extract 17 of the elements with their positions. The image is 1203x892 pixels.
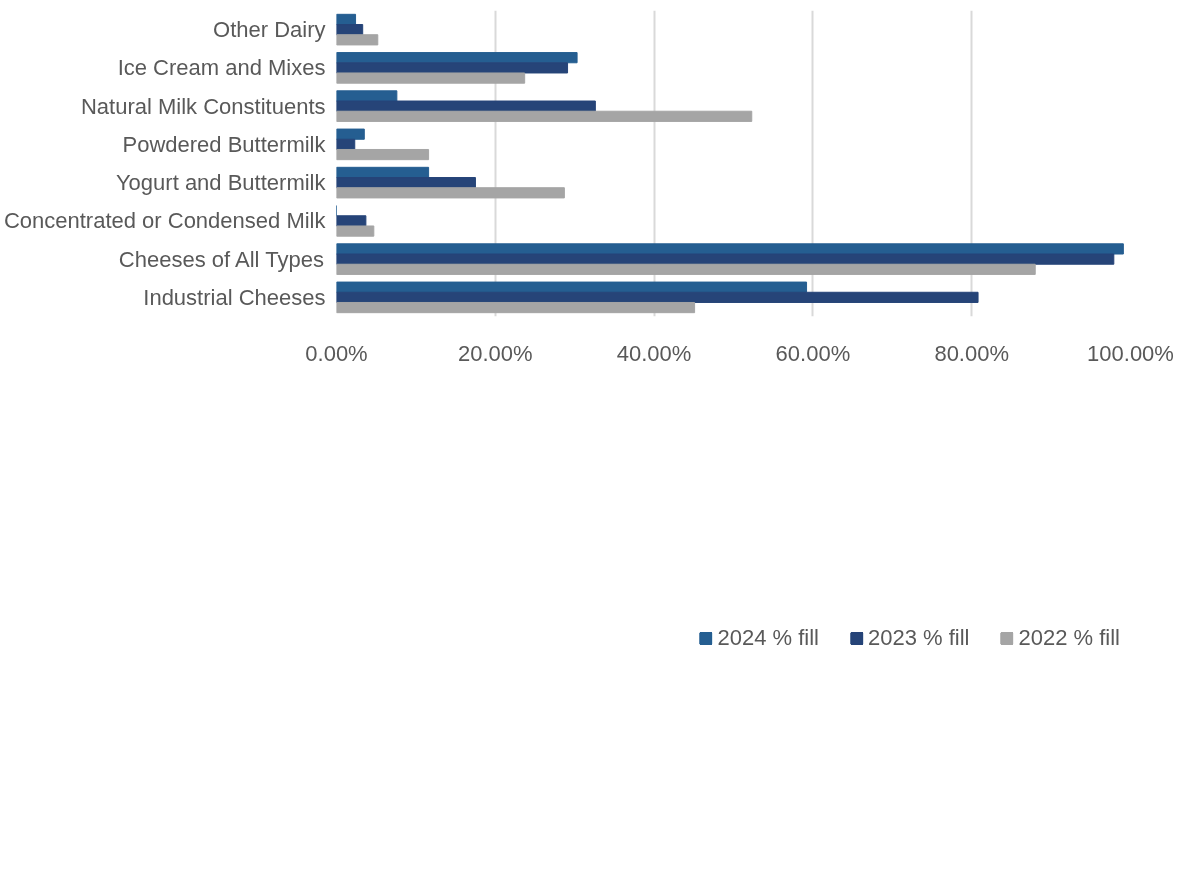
y-tick-label: Yogurt and Buttermilk [115,170,327,196]
y-tick-label: Cheeses of All Types [118,246,324,272]
x-tick-label: 20.00% [457,340,533,366]
y-tick-label: Other Dairy [213,17,326,43]
y-tick-label: Natural Milk Constituents [80,93,326,119]
x-tick-label: 100.00% [1087,340,1174,366]
y-tick-label: Industrial Cheeses [143,284,326,310]
x-tick-label: 80.00% [934,340,1010,366]
y-tick-label: Ice Cream and Mixes [117,55,326,81]
y-tick-label: Concentrated or Condensed Milk [3,208,327,234]
x-tick-label: 60.00% [775,340,851,366]
legend-label: 2024 % fill [717,625,819,651]
legend-label: 2023 % fill [867,625,970,651]
x-tick-label: 0.00% [305,340,368,366]
x-tick-label: 40.00% [616,340,692,366]
legend-label: 2022 % fill [1018,625,1120,651]
y-tick-label: Powdered Buttermilk [122,131,327,157]
